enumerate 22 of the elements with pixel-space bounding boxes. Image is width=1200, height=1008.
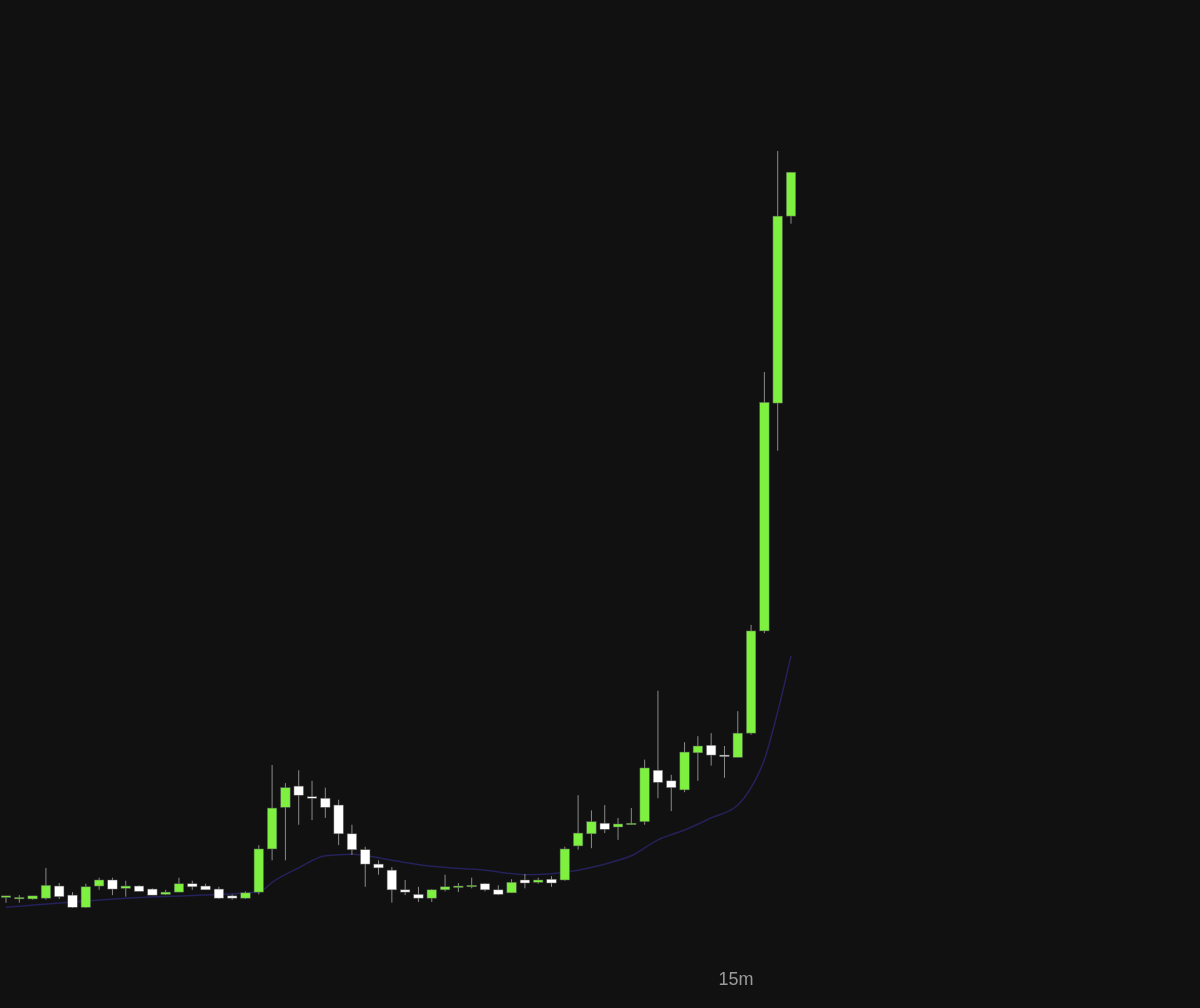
candlestick bbox=[360, 846, 371, 888]
candlestick bbox=[1, 895, 11, 904]
candlestick bbox=[307, 780, 318, 821]
candlestick bbox=[652, 690, 663, 799]
candlestick bbox=[666, 774, 677, 812]
candlestick bbox=[440, 874, 451, 892]
candlestick bbox=[706, 732, 717, 767]
candlestick bbox=[346, 824, 357, 856]
candlestick bbox=[293, 769, 304, 826]
candlestick bbox=[40, 867, 51, 901]
candlestick bbox=[692, 735, 703, 782]
candlestick bbox=[599, 804, 610, 834]
candlestick bbox=[719, 745, 730, 779]
candlestick bbox=[320, 787, 331, 819]
candlestick bbox=[573, 794, 584, 851]
candlestick bbox=[586, 809, 597, 849]
candlestick bbox=[280, 782, 291, 861]
candlestick bbox=[613, 817, 624, 841]
candlestick bbox=[80, 883, 91, 909]
text: 15m bbox=[718, 969, 754, 989]
candlestick bbox=[386, 866, 397, 904]
candlestick bbox=[519, 873, 530, 889]
